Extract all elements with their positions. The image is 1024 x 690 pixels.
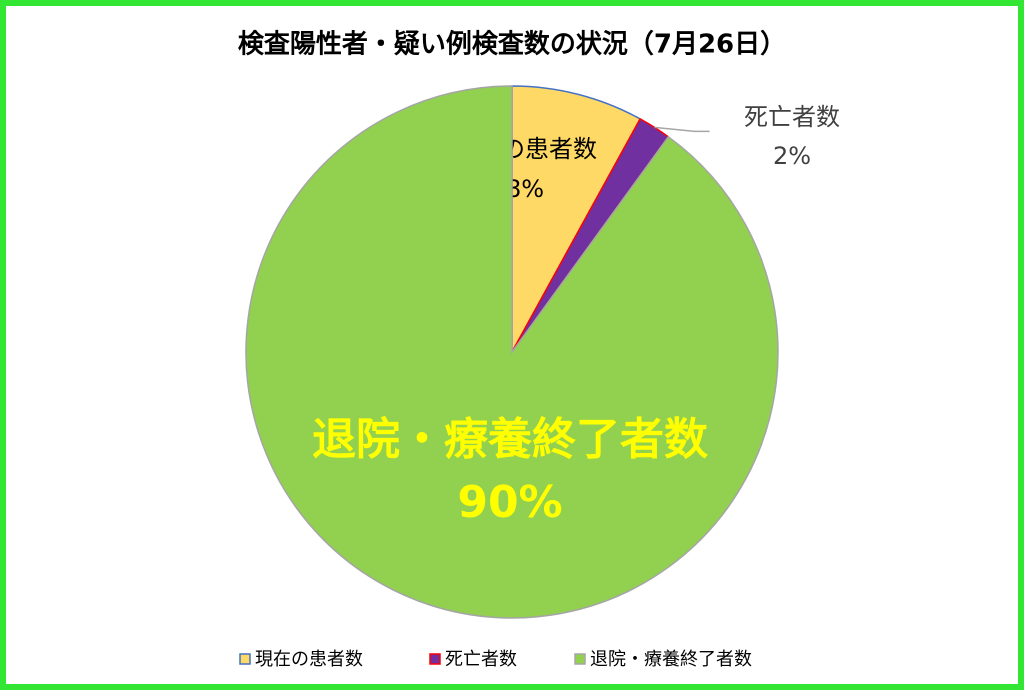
pie-slice [245,85,779,619]
slice-label: 死亡者数 [744,103,840,131]
legend-label: 死亡者数 [445,649,517,670]
chart-title: 検査陽性者・疑い例検査数の状況（7月26日） [238,30,786,60]
legend-swatch [574,653,586,665]
slice-label: 退院・療養終了者数 [312,414,708,465]
legend-swatch [429,653,441,665]
legend-swatch [239,653,251,665]
pie-slice [511,85,642,353]
slice-value-label: 90% [457,477,562,528]
legend-label: 退院・療養終了者数 [590,649,752,670]
slice-value-label: 2% [773,142,811,170]
leader-line [654,126,710,133]
legend-label: 現在の患者数 [255,649,363,670]
